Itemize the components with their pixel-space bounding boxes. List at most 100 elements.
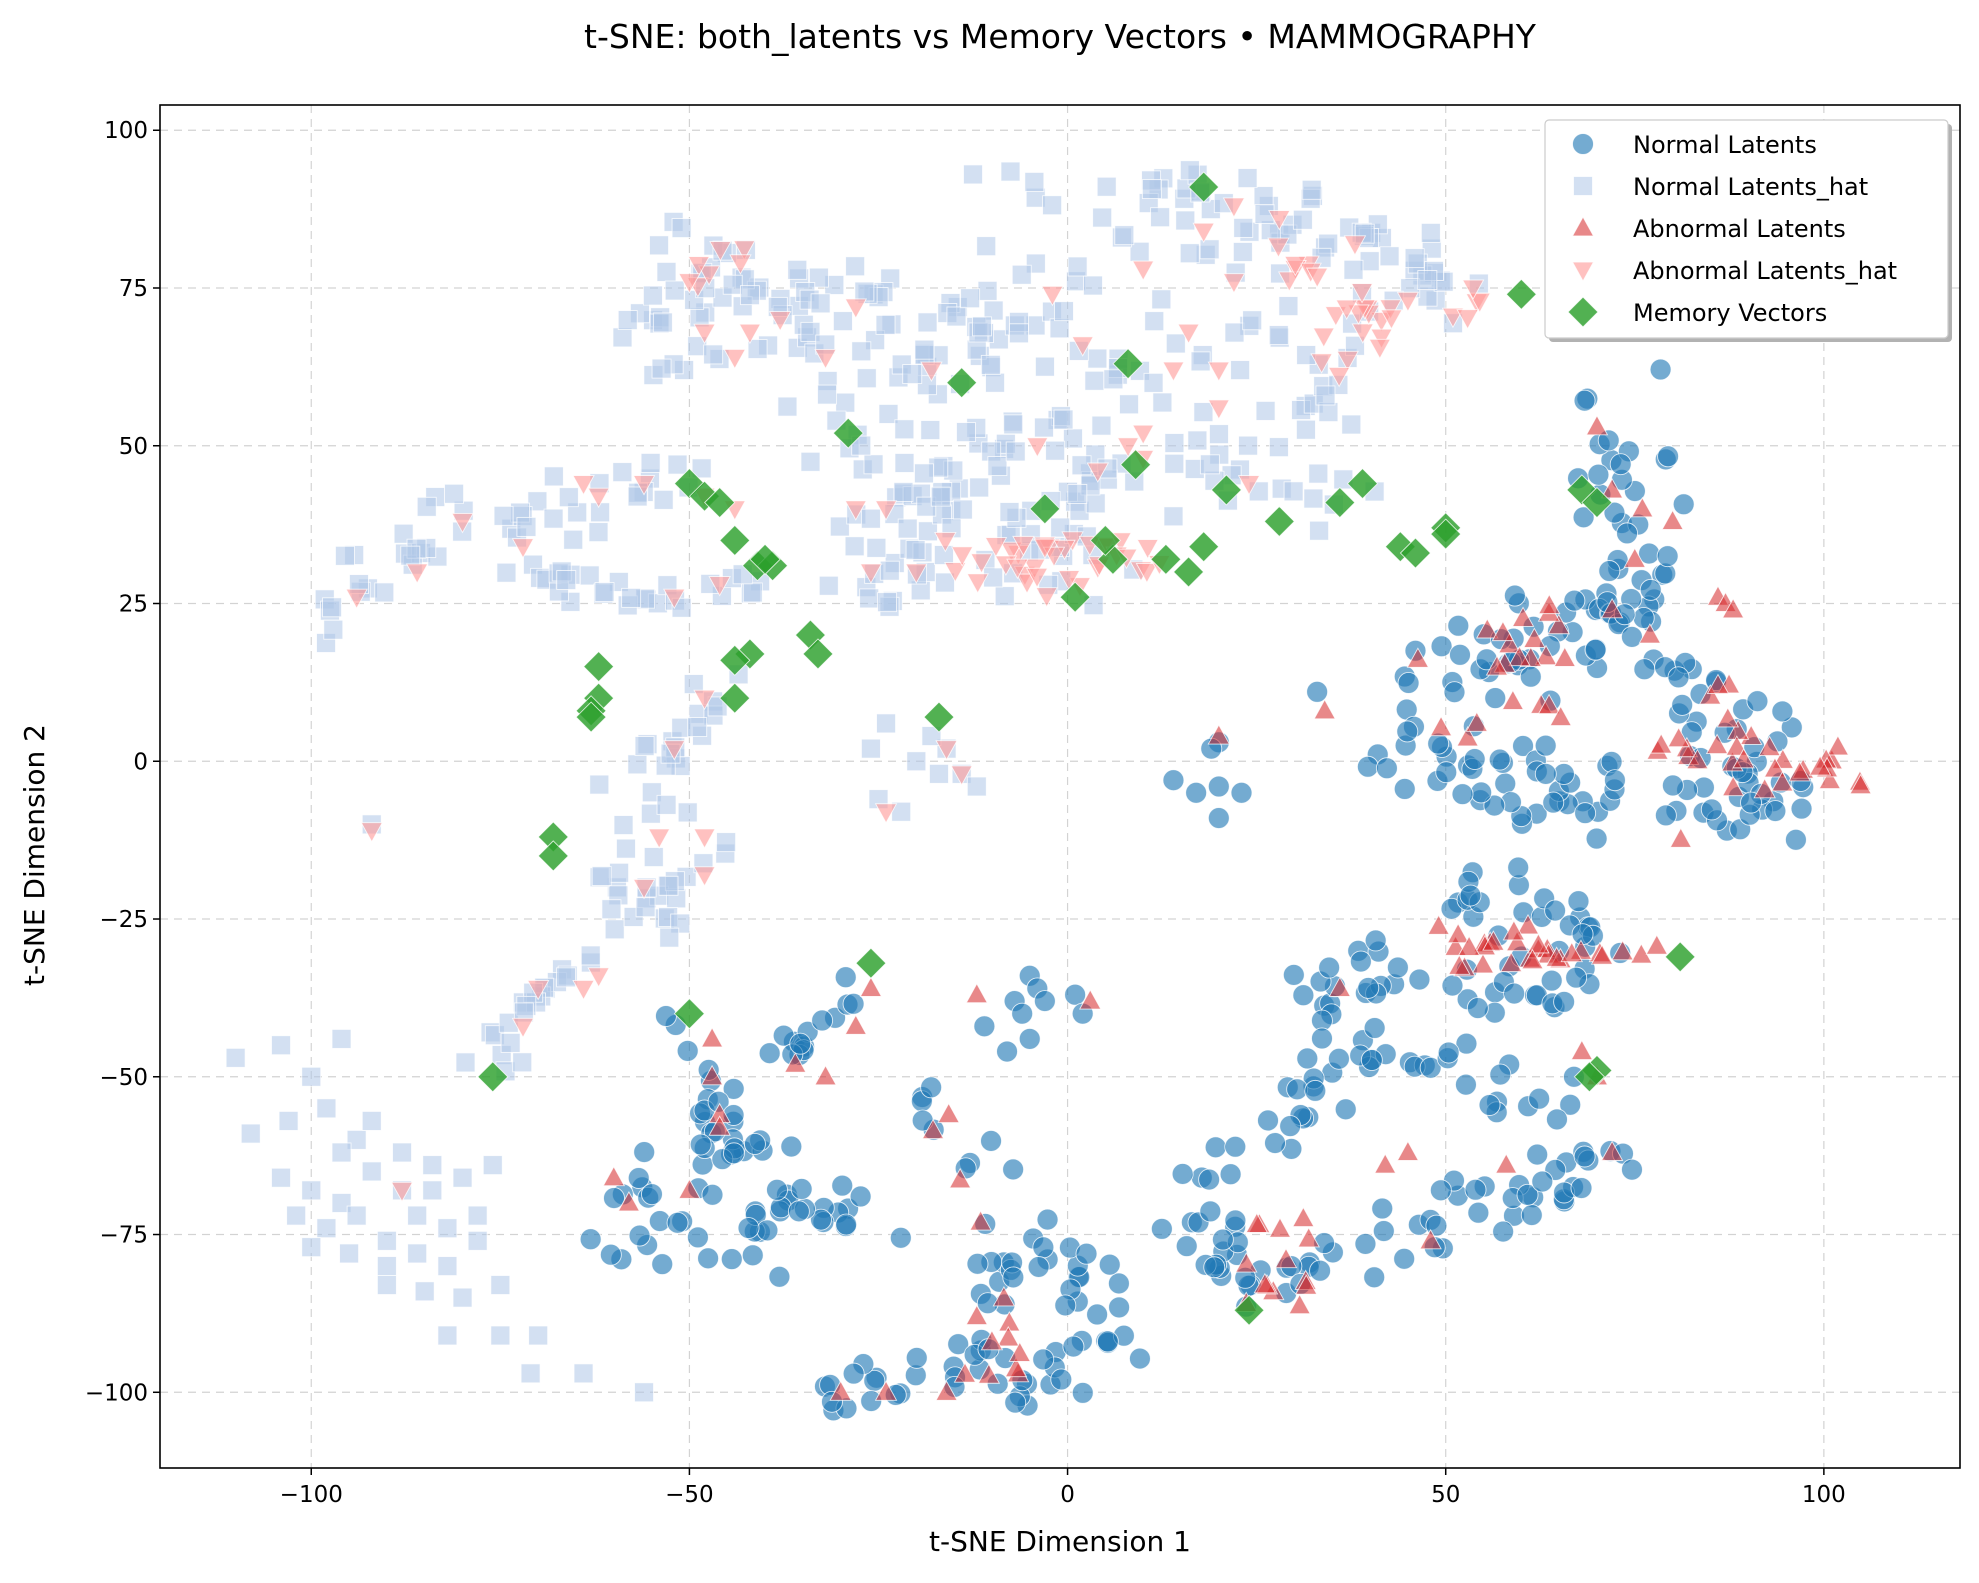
triangle-down-point (1350, 283, 1374, 304)
square-point (1193, 402, 1214, 423)
square-point (664, 280, 685, 301)
square-point (322, 597, 342, 618)
square-point (851, 341, 872, 362)
square-point (437, 1256, 458, 1277)
square-point (946, 306, 967, 327)
circle-point (655, 1005, 677, 1027)
triangle-down-point (1012, 535, 1035, 557)
triangle-up-point (1008, 1341, 1032, 1362)
circle-point (1573, 1145, 1596, 1168)
triangle-up-point (1294, 1274, 1318, 1295)
triangle-down-point (950, 765, 973, 786)
triangle-down-point (1162, 361, 1185, 382)
triangle-up-point (1235, 1252, 1258, 1273)
circle-point (1609, 453, 1632, 476)
square-point (301, 1237, 322, 1258)
triangle-down-point (1086, 462, 1110, 483)
triangle-up-point (1471, 953, 1495, 974)
circle-point (810, 1208, 832, 1231)
triangle-up-point (965, 982, 989, 1004)
square-point (331, 1028, 352, 1049)
square-point (787, 259, 808, 280)
square-point (829, 516, 850, 537)
triangle-up-point (953, 1362, 977, 1383)
x-tick-label: 0 (1060, 1482, 1075, 1508)
circle-point (849, 1185, 872, 1208)
circle-point (1018, 1027, 1041, 1050)
square-point (800, 451, 821, 472)
square-point (452, 1287, 473, 1308)
triangle-up-point (1511, 606, 1535, 627)
square-point (876, 713, 897, 734)
circle-point (1075, 1242, 1098, 1265)
circle-point (1542, 791, 1565, 814)
triangle-down-point (1368, 338, 1392, 360)
diamond-point (1664, 941, 1696, 973)
diamond-point (1112, 348, 1144, 380)
circle-point (1064, 983, 1087, 1006)
square-point (985, 372, 1005, 393)
circle-point (1603, 769, 1626, 792)
circle-point (1520, 1204, 1543, 1226)
square-point (323, 619, 344, 640)
square-point (589, 774, 610, 795)
square-point (422, 1180, 443, 1201)
diamond-point (802, 638, 834, 670)
square-point (677, 802, 698, 823)
circle-point (737, 1217, 760, 1239)
diamond-point (855, 947, 887, 979)
triangle-down-point (1000, 541, 1023, 563)
triangle-up-point (1590, 944, 1614, 965)
square-point (1096, 176, 1117, 197)
triangle-down-point (984, 537, 1008, 558)
square-point (376, 1256, 397, 1277)
square-point (634, 736, 655, 757)
triangle-up-point (1297, 1227, 1320, 1248)
triangle-down-point (1327, 366, 1351, 388)
circle-point (1004, 1391, 1027, 1414)
circle-point (1257, 1109, 1279, 1132)
legend-label: Abnormal Latents_hat (1633, 257, 1897, 285)
triangle-down-point (944, 562, 967, 583)
circle-point (1318, 956, 1341, 979)
square-point (994, 586, 1015, 607)
square-point (642, 285, 663, 306)
triangle-up-point (859, 976, 883, 997)
square-point (976, 236, 997, 257)
circle-point (790, 1178, 813, 1200)
square-point (722, 274, 743, 295)
square-point (543, 508, 564, 529)
triangle-down-point (1177, 323, 1200, 345)
triangle-down-point (1347, 304, 1370, 325)
triangle-up-point (1716, 707, 1740, 728)
triangle-down-point (1379, 299, 1402, 320)
triangle-up-point (1667, 726, 1690, 748)
square-point (860, 508, 881, 529)
triangle-down-point (970, 553, 993, 574)
triangle-up-point (969, 1210, 992, 1231)
square-point (1268, 437, 1289, 458)
triangle-down-point (1278, 271, 1301, 292)
square-point (1175, 210, 1196, 231)
y-tick-label: 75 (119, 276, 148, 302)
triangle-down-point (709, 241, 732, 262)
square-point (879, 560, 900, 581)
circle-point (1764, 800, 1787, 822)
square-point (845, 256, 866, 277)
square-point (407, 1205, 428, 1226)
triangle-up-point (1631, 496, 1654, 518)
circle-point (768, 1265, 791, 1288)
triangle-down-point (1071, 336, 1094, 357)
x-tick-label: −50 (665, 1482, 714, 1508)
circle-point (741, 1244, 764, 1267)
triangle-up-point (1505, 930, 1529, 952)
square-point (930, 486, 951, 507)
circle-point (1661, 774, 1684, 797)
circle-point (1011, 1002, 1034, 1025)
diamond-point (1573, 1061, 1606, 1093)
square-point (1283, 481, 1304, 502)
circle-point (1639, 578, 1662, 601)
circle-point (860, 1390, 883, 1412)
diamond-point (1059, 581, 1091, 613)
square-point (437, 1325, 458, 1346)
